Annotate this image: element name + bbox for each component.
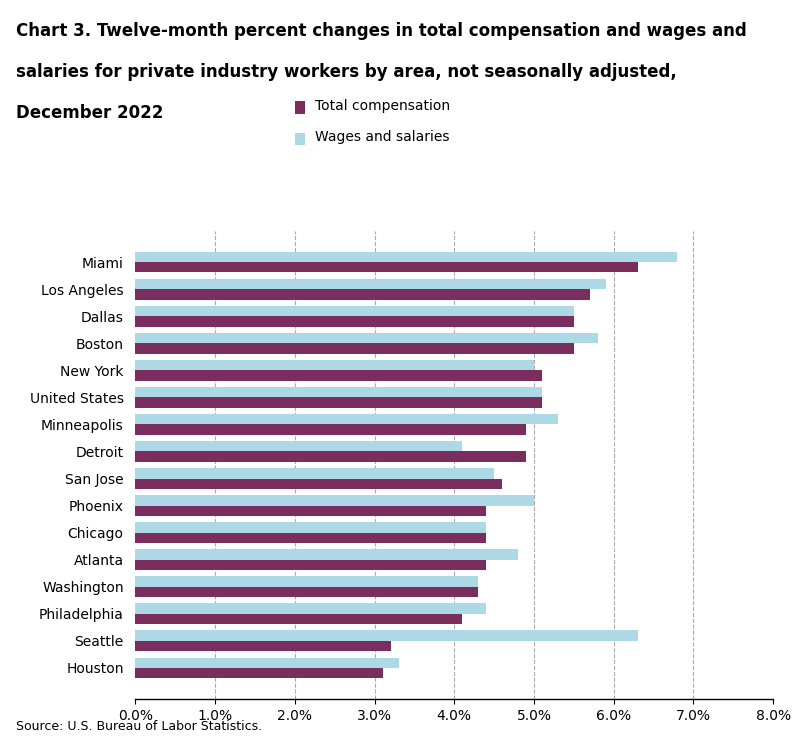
Bar [135,658,398,668]
Bar [135,262,638,272]
Bar [135,397,542,408]
Text: Source: U.S. Bureau of Labor Statistics.: Source: U.S. Bureau of Labor Statistics. [16,720,262,733]
Bar [135,441,462,452]
Bar [135,630,638,641]
Bar [135,478,502,489]
Bar [295,132,305,145]
Bar [135,360,534,371]
Bar [135,252,677,262]
Bar [135,316,574,327]
Bar [135,533,486,543]
Text: salaries for private industry workers by area, not seasonally adjusted,: salaries for private industry workers by… [16,63,677,81]
Bar [135,387,542,397]
Bar [135,559,486,570]
Bar [295,101,305,114]
Text: Chart 3. Twelve-month percent changes in total compensation and wages and: Chart 3. Twelve-month percent changes in… [16,22,747,40]
Bar [135,506,486,516]
Bar [135,289,590,300]
Bar [135,414,558,424]
Bar [135,549,518,559]
Bar [135,577,478,587]
Bar [135,306,574,316]
Bar [135,424,526,434]
Bar [135,343,574,353]
Text: Total compensation: Total compensation [315,99,450,113]
Bar [135,614,462,624]
Bar [135,371,542,381]
Bar [135,333,598,343]
Bar [135,668,383,678]
Bar [135,468,494,478]
Bar [135,603,486,614]
Bar [135,587,478,597]
Bar [135,641,391,651]
Bar [135,496,534,506]
Bar [135,522,486,533]
Text: Wages and salaries: Wages and salaries [315,130,450,144]
Text: December 2022: December 2022 [16,104,163,122]
Bar [135,279,606,289]
Bar [135,452,526,462]
